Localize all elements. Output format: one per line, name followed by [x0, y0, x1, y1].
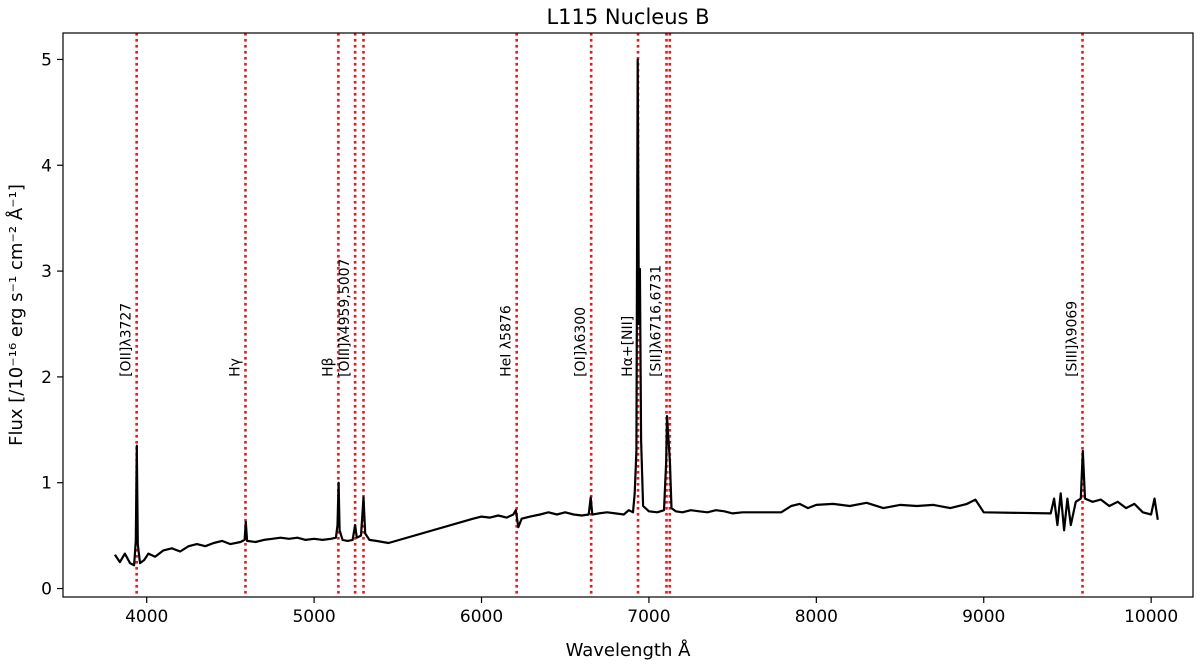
plot-area	[63, 33, 1193, 597]
plot-frame	[62, 32, 1194, 598]
emission-line-label: [OII]λ3727	[119, 303, 135, 377]
emission-line-labels: [OII]λ3727 Hγ Hβ [OIII]λ4959,5007 HeI λ5876 […	[119, 259, 1081, 377]
emission-line-label: [OIII]λ4959,5007	[337, 259, 353, 377]
y-tick-label: 1	[41, 474, 52, 494]
chart-title: L115 Nucleus B	[546, 5, 709, 29]
emission-line-label: HeI λ5876	[499, 305, 515, 377]
y-tick-label: 0	[41, 580, 52, 600]
y-axis-label: Flux [/10⁻¹⁶ erg s⁻¹ cm⁻² Å⁻¹]	[5, 184, 27, 446]
x-tick-label: 4000	[125, 607, 168, 627]
y-tick-label: 2	[41, 368, 52, 388]
emission-line-label: Hγ	[227, 358, 243, 377]
x-tick-label: 6000	[460, 607, 503, 627]
emission-line-label: [OI]λ6300	[573, 307, 589, 377]
emission-line-label: [SII]λ6716,6731	[649, 265, 665, 377]
y-tick-label: 4	[41, 156, 52, 176]
y-tick-label: 5	[41, 50, 52, 70]
emission-line-label: Hβ	[320, 357, 336, 376]
series-layer	[113, 58, 1159, 567]
y-axis-ticks: 0 1 2 3 4 5	[41, 50, 63, 600]
x-tick-label: 7000	[627, 607, 670, 627]
x-axis-ticks: 4000 5000 6000 7000 8000 9000 10000	[125, 597, 1178, 627]
spectrum-line	[113, 58, 1159, 567]
x-axis-label: Wavelength Å	[566, 639, 692, 661]
y-tick-label: 3	[41, 262, 52, 282]
emission-line-label: Hα+[NII]	[620, 316, 636, 377]
x-tick-label: 8000	[795, 607, 838, 627]
x-tick-label: 5000	[292, 607, 335, 627]
emission-line-label: [SIII]λ9069	[1065, 301, 1081, 377]
x-tick-label: 10000	[1124, 607, 1178, 627]
x-tick-label: 9000	[962, 607, 1005, 627]
